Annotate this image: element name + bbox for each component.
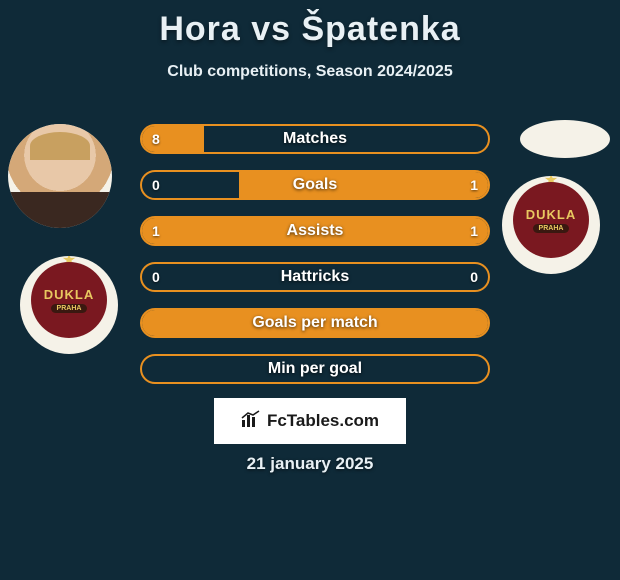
stat-row: Goals per match <box>140 308 490 338</box>
stat-row: 1 1 Assists <box>140 216 490 246</box>
subtitle: Club competitions, Season 2024/2025 <box>0 63 620 81</box>
stat-value-right: 1 <box>470 223 478 239</box>
shield-icon: DUKLA PRAHA <box>31 262 107 338</box>
stat-row: 0 1 Goals <box>140 170 490 200</box>
bar-fill-right <box>239 172 488 198</box>
comparison-card: Hora vs Špatenka Club competitions, Seas… <box>0 0 620 580</box>
watermark: FcTables.com <box>214 398 406 444</box>
player-left-club-badge: ★ DUKLA PRAHA <box>20 256 118 354</box>
stat-label: Goals <box>293 176 337 194</box>
stat-value-left: 0 <box>152 177 160 193</box>
stat-label: Matches <box>283 130 347 148</box>
badge-text-2: PRAHA <box>533 224 570 233</box>
stat-label: Goals per match <box>252 314 377 332</box>
page-title: Hora vs Špatenka <box>0 0 620 49</box>
shield-icon: DUKLA PRAHA <box>513 182 589 258</box>
stat-value-right: 1 <box>470 177 478 193</box>
badge-text-2: PRAHA <box>51 304 88 313</box>
stat-value-right: 0 <box>470 269 478 285</box>
badge-text-1: DUKLA <box>44 287 95 302</box>
stat-label: Assists <box>287 222 344 240</box>
stat-row: 8 Matches <box>140 124 490 154</box>
stat-value-left: 0 <box>152 269 160 285</box>
stat-row: 0 0 Hattricks <box>140 262 490 292</box>
player-right-avatar <box>520 120 610 158</box>
player-left-avatar <box>8 124 112 228</box>
badge-text-1: DUKLA <box>526 207 577 222</box>
date-label: 21 january 2025 <box>0 454 620 474</box>
player-right-club-badge: ★ DUKLA PRAHA <box>502 176 600 274</box>
stat-value-left: 8 <box>152 131 160 147</box>
stat-label: Hattricks <box>281 268 349 286</box>
player-face-icon <box>8 124 112 228</box>
chart-icon <box>241 410 261 433</box>
stat-row: Min per goal <box>140 354 490 384</box>
stat-label: Min per goal <box>268 360 362 378</box>
club-badge-icon: ★ DUKLA PRAHA <box>31 262 107 348</box>
stat-value-left: 1 <box>152 223 160 239</box>
club-badge-icon: ★ DUKLA PRAHA <box>513 182 589 268</box>
watermark-label: FcTables.com <box>267 411 379 431</box>
stats-bars: 8 Matches 0 1 Goals 1 1 Assists 0 0 Hattricks Goals… <box>140 124 490 400</box>
